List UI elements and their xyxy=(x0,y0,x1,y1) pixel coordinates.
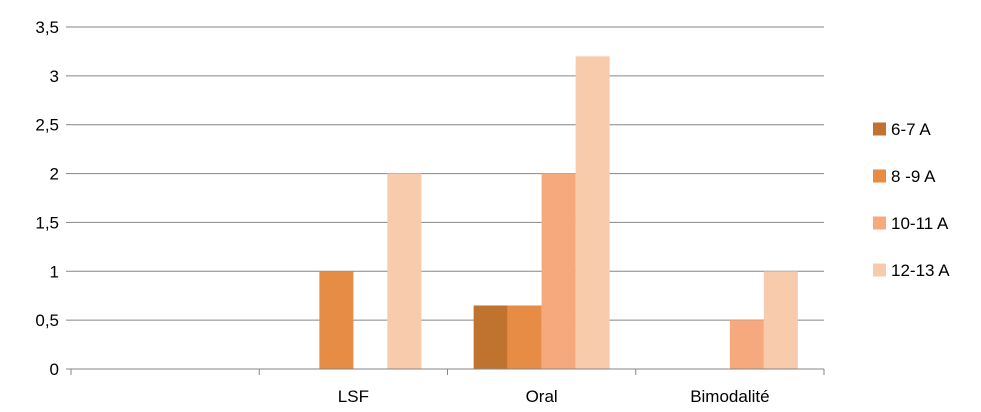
y-tick-label: 2,5 xyxy=(35,116,59,135)
category-label: LSF xyxy=(338,387,369,406)
y-tick-label: 3 xyxy=(50,67,59,86)
y-tick-label: 3,5 xyxy=(35,18,59,37)
legend: 6-7 A 8 -9 A 10-11 A 12-13 A xyxy=(873,120,950,280)
legend-swatch xyxy=(873,216,886,230)
y-tick-label: 1,5 xyxy=(35,213,59,232)
bar xyxy=(575,56,610,370)
y-axis-ticks: 0 0,5 1 1,5 2 2,5 3 3,5 xyxy=(35,18,71,379)
legend-label: 10-11 A xyxy=(891,214,949,233)
bar xyxy=(387,173,422,369)
bar xyxy=(507,305,542,369)
bars xyxy=(319,56,798,370)
legend-label: 12-13 A xyxy=(891,261,950,280)
category-label: Oral xyxy=(526,387,558,406)
y-tick-label: 2 xyxy=(50,165,59,184)
bar xyxy=(763,271,798,369)
category-label: Bimodalité xyxy=(690,387,769,406)
bar xyxy=(319,271,354,369)
bar xyxy=(473,305,508,369)
legend-swatch xyxy=(873,122,886,136)
legend-label: 6-7 A xyxy=(891,120,931,139)
legend-label: 8 -9 A xyxy=(891,167,936,186)
bar xyxy=(541,173,576,369)
legend-swatch xyxy=(873,169,886,183)
legend-swatch xyxy=(873,263,886,277)
y-tick-label: 0 xyxy=(50,360,59,379)
bar xyxy=(729,320,764,369)
category-labels: LSF Oral Bimodalité xyxy=(338,387,770,406)
y-tick-label: 0,5 xyxy=(35,311,59,330)
x-axis-ticks xyxy=(70,369,825,375)
y-tick-label: 1 xyxy=(50,262,59,281)
gridlines xyxy=(71,26,824,321)
